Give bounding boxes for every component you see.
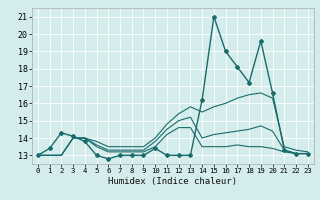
X-axis label: Humidex (Indice chaleur): Humidex (Indice chaleur): [108, 177, 237, 186]
